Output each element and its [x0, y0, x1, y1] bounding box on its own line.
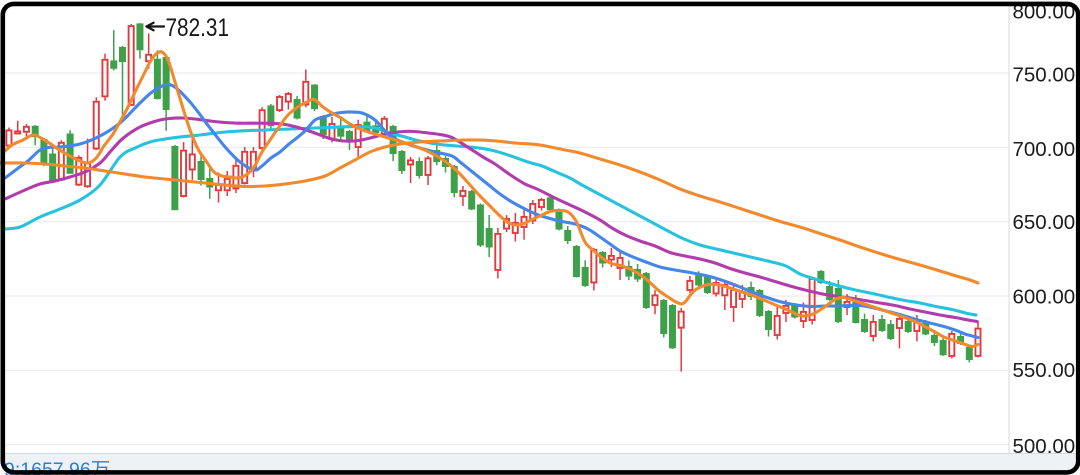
svg-text:500.00: 500.00 [1013, 435, 1076, 458]
svg-text:550.00: 550.00 [1013, 359, 1076, 382]
svg-text:650.00: 650.00 [1013, 211, 1076, 234]
svg-text:782.31: 782.31 [166, 14, 230, 42]
svg-text:800.00: 800.00 [1013, 1, 1076, 24]
svg-text:700.00: 700.00 [1013, 138, 1076, 161]
svg-text:600.00: 600.00 [1013, 286, 1076, 309]
svg-text:750.00: 750.00 [1013, 64, 1076, 87]
